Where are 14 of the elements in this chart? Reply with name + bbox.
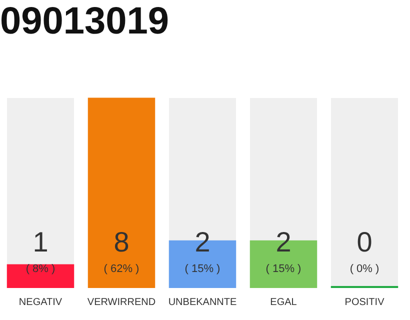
- x-tick-label: UNBEKANNTE: [168, 296, 237, 308]
- data-label: 0: [356, 226, 372, 258]
- x-tick-label: EGAL: [270, 296, 298, 308]
- data-label: 8: [114, 226, 130, 258]
- annotation: ( 15% ): [184, 263, 220, 276]
- x-tick-label: POSITIV: [344, 296, 385, 308]
- x-tick-label: NEGATIV: [18, 296, 62, 308]
- x-tick-label: VERWIRREND: [87, 296, 156, 308]
- annotation: ( 15% ): [266, 263, 302, 276]
- annotation: ( 8% ): [26, 263, 56, 276]
- chart-title: 09013019: [0, 0, 170, 42]
- annotation: ( 62% ): [104, 263, 140, 276]
- data-label: 1: [32, 226, 48, 258]
- annotation: ( 0% ): [350, 263, 380, 276]
